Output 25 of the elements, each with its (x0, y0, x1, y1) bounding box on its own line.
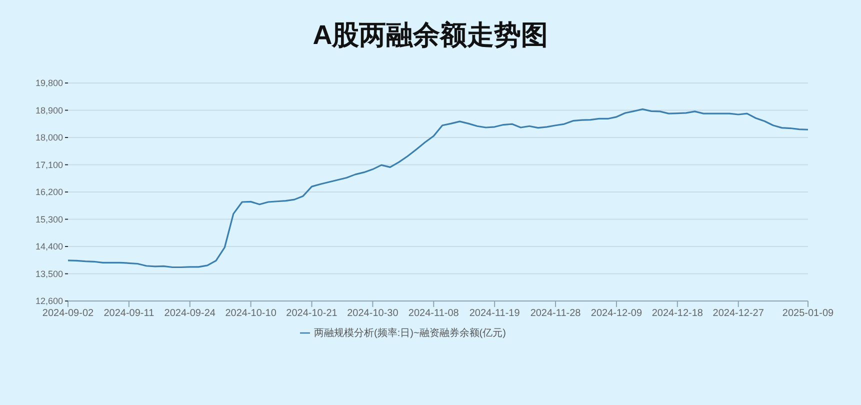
x-tick-label: 2024-10-10 (225, 308, 277, 320)
x-tick-label: 2025-01-09 (782, 308, 834, 320)
x-tick-label: 2024-11-19 (469, 308, 520, 320)
y-tick-label: 13,500 (35, 268, 63, 279)
y-tick-label: 19,800 (35, 78, 63, 88)
y-tick-label: 16,200 (35, 187, 63, 198)
x-tick-label: 2024-10-30 (347, 308, 399, 320)
x-tick-label: 2024-09-02 (42, 308, 94, 320)
x-tick-label: 2024-10-21 (286, 308, 338, 320)
chart-title: A股两融余额走势图 (312, 19, 550, 52)
x-tick-label: 2024-12-09 (590, 308, 642, 320)
y-tick-label: 18,900 (35, 105, 63, 116)
line-series (68, 108, 808, 268)
x-tick-label: 2024-09-11 (104, 308, 155, 320)
x-tick-label: 2024-12-27 (712, 308, 764, 320)
x-tick-label: 2024-12-18 (652, 308, 704, 320)
y-tick-label: 17,100 (35, 160, 63, 170)
y-tick-label: 18,000 (35, 132, 63, 143)
y-tick-label: 14,400 (35, 242, 63, 252)
x-tick-label: 2024-11-08 (408, 308, 460, 320)
y-tick-label: 12,600 (35, 296, 63, 306)
legend-label: 两融规模分析(频率:日)~融资融券余额(亿元) (314, 328, 506, 339)
y-tick-label: 15,300 (35, 214, 63, 224)
x-tick-label: 2024-11-28 (530, 308, 582, 320)
x-tick-label: 2024-09-24 (164, 308, 216, 320)
